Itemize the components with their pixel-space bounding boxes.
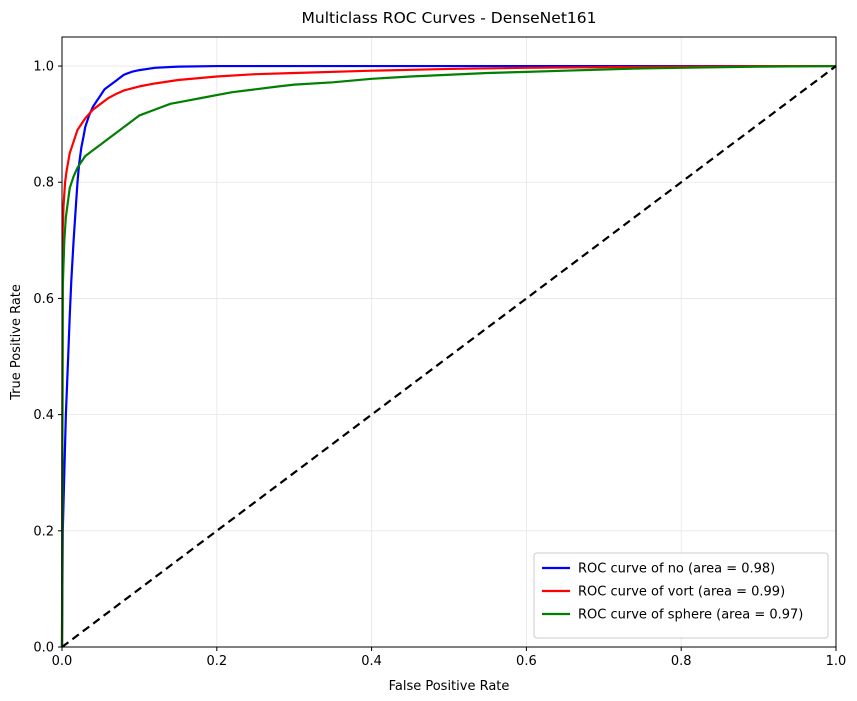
y-tick-label: 0.8 (33, 176, 54, 191)
x-tick-label: 0.0 (52, 654, 73, 669)
x-tick-label: 1.0 (826, 654, 847, 669)
x-tick-label: 0.2 (206, 654, 227, 669)
y-axis-label: True Positive Rate (9, 284, 24, 401)
roc-curve-series-1 (60, 64, 836, 648)
roc-curve-series-2 (60, 64, 836, 648)
legend-entry-label: ROC curve of no (area = 0.98) (578, 562, 775, 577)
y-tick-label: 0.0 (33, 641, 54, 656)
x-tick-label: 0.8 (671, 654, 692, 669)
x-axis-label: False Positive Rate (389, 679, 510, 694)
y-tick-label: 0.2 (33, 524, 54, 539)
x-tick-label: 0.6 (516, 654, 537, 669)
y-tick-label: 0.6 (33, 292, 54, 307)
x-tick-label: 0.4 (361, 654, 382, 669)
series-group (60, 64, 837, 648)
y-tick-label: 1.0 (33, 60, 54, 75)
y-tick-label: 0.4 (33, 408, 54, 423)
chance-diagonal-line (61, 65, 837, 648)
ticks: 0.0 0.2 0.4 0.6 0.8 1.0 0.0 0.2 0.4 0.6 0.8 1.0 (33, 60, 846, 669)
legend: ROC curve of no (area = 0.98) ROC curve o… (533, 552, 829, 639)
plot-frame (61, 36, 837, 648)
grid (61, 37, 837, 648)
legend-entry-label: ROC curve of sphere (area = 0.97) (578, 608, 803, 623)
roc-curve-series-3 (60, 64, 837, 648)
legend-box (533, 552, 829, 639)
legend-entry-label: ROC curve of vort (area = 0.99) (578, 585, 785, 600)
chart-title: Multiclass ROC Curves - DenseNet161 (302, 9, 597, 27)
